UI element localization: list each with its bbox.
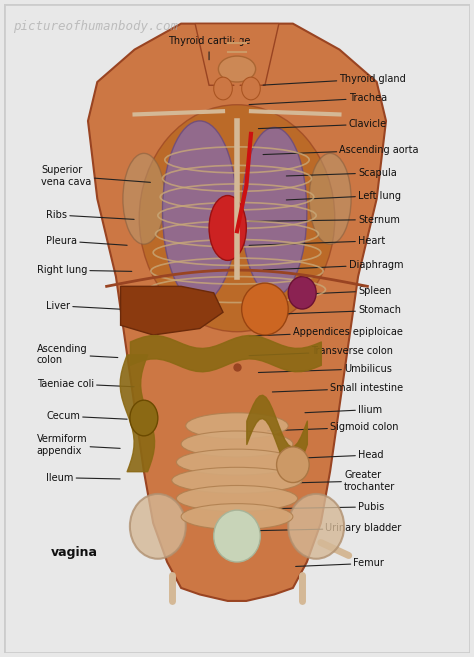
Ellipse shape [130, 400, 158, 436]
Text: Heart: Heart [249, 236, 385, 246]
Ellipse shape [163, 121, 237, 303]
Ellipse shape [288, 277, 316, 309]
Text: Ribs: Ribs [46, 210, 134, 220]
Text: Head: Head [301, 450, 383, 460]
Text: Liver: Liver [46, 301, 139, 311]
Text: Ileum: Ileum [46, 472, 120, 483]
Ellipse shape [219, 56, 255, 82]
Text: Left lung: Left lung [286, 191, 401, 200]
Text: Scapula: Scapula [286, 168, 397, 178]
Polygon shape [120, 286, 223, 335]
Ellipse shape [181, 504, 293, 530]
Ellipse shape [209, 196, 246, 260]
Ellipse shape [130, 494, 186, 558]
Text: Taeniae coli: Taeniae coli [37, 378, 134, 389]
Text: Greater
trochanter: Greater trochanter [296, 470, 395, 491]
Text: Ascending aorta: Ascending aorta [263, 145, 419, 155]
Text: Appendices epiploicae: Appendices epiploicae [249, 327, 403, 337]
Ellipse shape [123, 153, 165, 244]
Ellipse shape [139, 104, 335, 332]
Ellipse shape [242, 127, 307, 296]
Text: Small intestine: Small intestine [273, 383, 403, 393]
Ellipse shape [242, 77, 260, 100]
Text: Pubis: Pubis [263, 502, 384, 512]
Ellipse shape [176, 486, 298, 511]
Text: Ilium: Ilium [305, 405, 382, 415]
Ellipse shape [214, 77, 232, 100]
Ellipse shape [277, 447, 309, 482]
Ellipse shape [181, 431, 293, 457]
Ellipse shape [242, 283, 288, 335]
Text: Transverse colon: Transverse colon [249, 346, 393, 356]
Text: Ascending
colon: Ascending colon [37, 344, 118, 365]
Polygon shape [195, 24, 279, 85]
Text: Sternum: Sternum [249, 215, 400, 225]
Text: vagina: vagina [51, 546, 98, 559]
Text: Thyroid gland: Thyroid gland [263, 74, 406, 85]
Ellipse shape [172, 467, 302, 493]
Ellipse shape [309, 153, 351, 244]
Text: Right lung: Right lung [37, 265, 132, 275]
Text: Spleen: Spleen [291, 286, 392, 296]
Text: Superior
vena cava: Superior vena cava [41, 166, 150, 187]
Text: Clavicle: Clavicle [258, 119, 387, 129]
Text: Sigmoid colon: Sigmoid colon [268, 422, 399, 432]
Text: Umbilicus: Umbilicus [258, 364, 392, 374]
Ellipse shape [214, 510, 260, 562]
Text: Urinary bladder: Urinary bladder [249, 523, 402, 533]
PathPatch shape [88, 24, 386, 601]
Ellipse shape [176, 449, 298, 475]
Ellipse shape [186, 413, 288, 439]
Text: Cecum: Cecum [46, 411, 127, 421]
Text: Pleura: Pleura [46, 236, 127, 246]
Text: Thyroid cartilage: Thyroid cartilage [168, 36, 250, 60]
Text: Femur: Femur [296, 558, 384, 568]
Text: Vermiform
appendix: Vermiform appendix [37, 434, 120, 456]
Text: Trachea: Trachea [249, 93, 387, 104]
Ellipse shape [288, 494, 344, 558]
Text: Stomach: Stomach [277, 306, 401, 315]
Text: pictureofhumanbody.com: pictureofhumanbody.com [13, 20, 179, 34]
Text: Diaphragm: Diaphragm [263, 260, 403, 270]
